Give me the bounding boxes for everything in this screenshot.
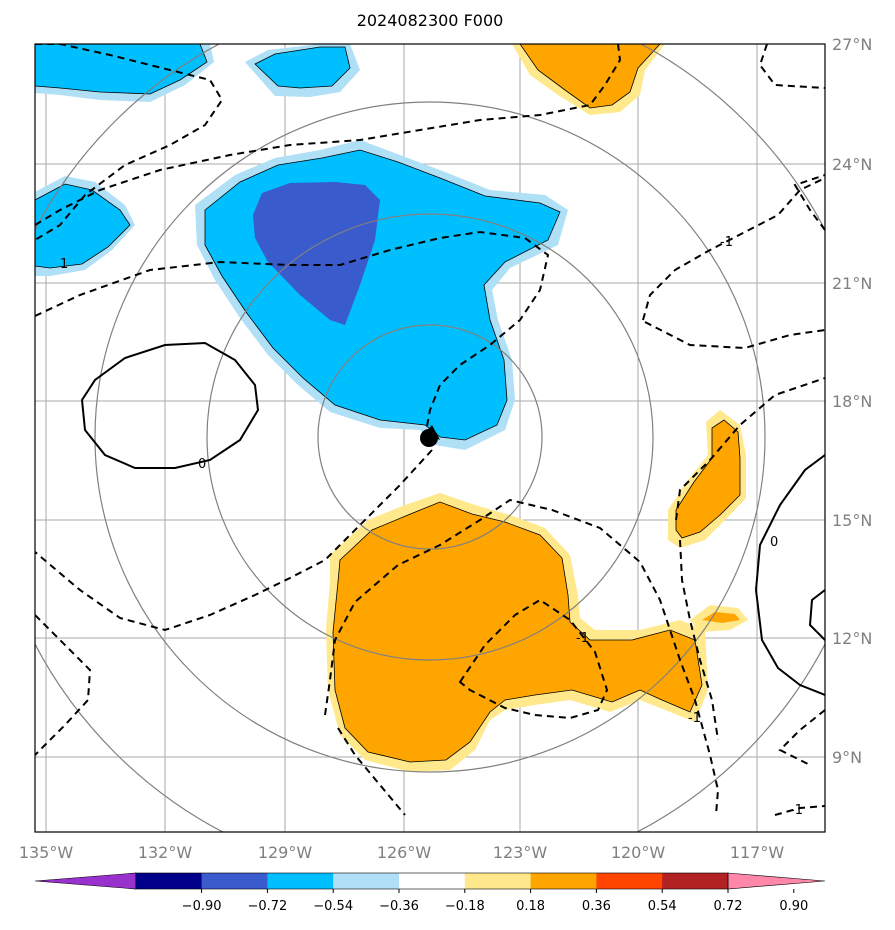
lon-label: 129°W — [258, 843, 313, 862]
contour-label: 0 — [770, 535, 778, 550]
colorbar-tick-label: 0.18 — [516, 899, 545, 914]
contour-label: 0 — [198, 457, 206, 472]
colorbar-tick-label: −0.36 — [379, 899, 419, 914]
lon-label: 135°W — [19, 843, 74, 862]
lat-label: 27°N — [832, 35, 872, 54]
latitude-labels: 27°N 24°N 21°N 18°N 15°N 12°N 9°N — [832, 35, 872, 767]
lon-label: 123°W — [493, 843, 548, 862]
colorbar-segment — [333, 873, 400, 889]
negative-anomaly-regions — [35, 44, 568, 450]
lat-label: 18°N — [832, 392, 872, 411]
negative-region-north-strong — [253, 182, 380, 325]
positive-region-south — [332, 501, 703, 763]
lat-label: 15°N — [832, 511, 872, 530]
lon-label: 117°W — [730, 843, 785, 862]
lat-label: 21°N — [832, 274, 872, 293]
negative-region-north-small — [254, 46, 351, 89]
solid-contours — [80, 341, 825, 696]
lat-label: 12°N — [832, 629, 872, 648]
colorbar-tick-label: −0.54 — [313, 899, 353, 914]
colorbar-extend-high — [727, 872, 826, 890]
map-plot-area — [35, 44, 825, 832]
contour-label: -1 — [688, 711, 701, 726]
colorbar-segment — [201, 873, 268, 889]
colorbar-tick-label: 0.54 — [648, 899, 677, 914]
colorbar-tick-label: −0.90 — [182, 899, 222, 914]
contour-label: 1 — [60, 257, 68, 272]
lon-label: 132°W — [138, 843, 193, 862]
contour-label: -1 — [720, 235, 733, 250]
dashed-contours — [35, 44, 825, 816]
lon-label: 120°W — [611, 843, 666, 862]
contour-label: -1 — [576, 631, 589, 646]
lat-label: 9°N — [832, 748, 862, 767]
colorbar-segment — [530, 873, 597, 889]
range-rings — [35, 44, 825, 832]
colorbar-segment — [399, 873, 466, 889]
plot-frame — [34, 43, 826, 833]
negative-region-west — [35, 183, 131, 269]
lon-label: 126°W — [377, 843, 432, 862]
colorbar-segment — [135, 873, 203, 889]
colorbar-tick-label: −0.72 — [247, 899, 287, 914]
positive-anomaly-regions — [326, 44, 748, 772]
contour-label: -1 — [790, 803, 803, 818]
lat-label: 24°N — [832, 155, 872, 174]
colorbar: −0.90 −0.72 −0.54 −0.36 −0.18 0.18 0.36 0.54 0.7… — [34, 872, 826, 914]
colorbar-tick-label: 0.36 — [582, 899, 611, 914]
colorbar-tick-label: 0.72 — [714, 899, 743, 914]
colorbar-extend-low — [34, 872, 137, 890]
colorbar-tick-label: 0.90 — [779, 899, 808, 914]
contour-labels: 1 0 -1 -1 -1 0 -1 — [60, 235, 803, 818]
colorbar-tick-label: −0.18 — [445, 899, 485, 914]
colorbar-segment — [464, 873, 532, 889]
map-title: 2024082300 F000 — [357, 11, 504, 30]
colorbar-segment — [267, 873, 334, 889]
colorbar-segment — [662, 873, 729, 889]
colorbar-segment — [596, 873, 663, 889]
positive-region-north — [519, 44, 661, 109]
negative-region-northwest — [35, 44, 208, 95]
longitude-labels: 135°W 132°W 129°W 126°W 123°W 120°W 117°… — [19, 843, 785, 862]
